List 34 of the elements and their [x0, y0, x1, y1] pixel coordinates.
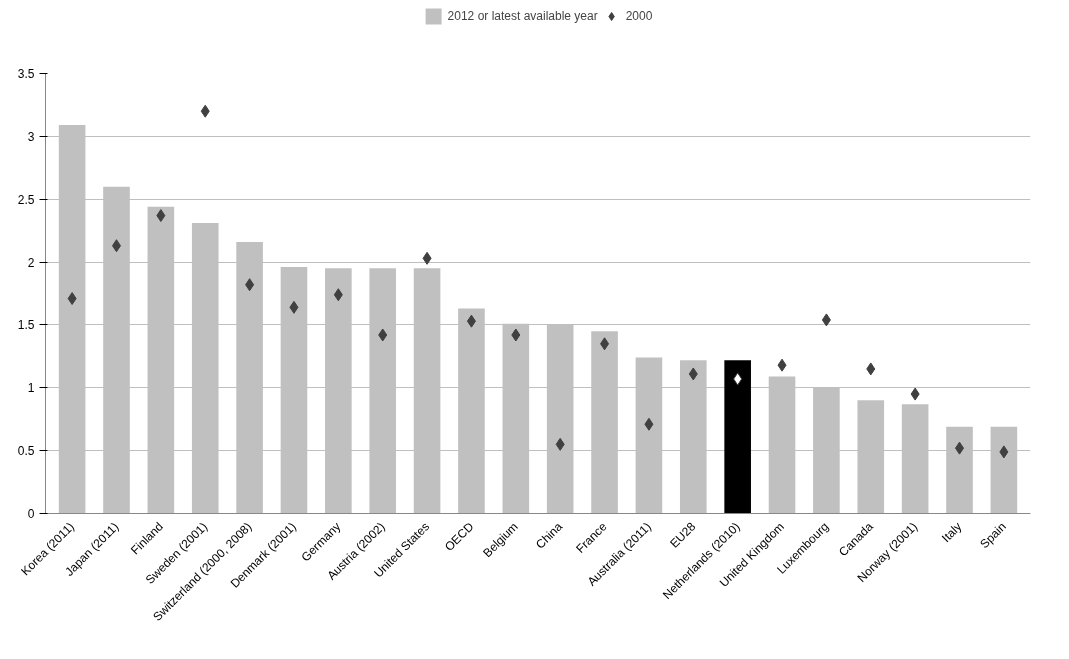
y-tick-label: 2: [27, 255, 35, 270]
point: [910, 387, 920, 401]
point: [156, 209, 166, 223]
point: [600, 337, 610, 351]
y-tick-label: 1.5: [17, 318, 35, 333]
point: [688, 367, 698, 381]
point: [777, 358, 787, 372]
point: [333, 288, 343, 302]
point: [955, 441, 965, 455]
y-tick-label: 0: [27, 507, 35, 521]
point: [466, 314, 476, 328]
bar: [724, 360, 751, 514]
point: [555, 437, 565, 451]
y-tick-label: 3.5: [17, 67, 35, 81]
point: [821, 313, 831, 327]
legend-label: 2000: [625, 9, 653, 23]
y-tick-label: 2.5: [17, 192, 35, 207]
legend-label: 2012 or latest available year: [447, 9, 598, 23]
point: [733, 372, 743, 386]
point: [866, 362, 876, 376]
x-tick-label: Italy: [938, 519, 965, 546]
y-tick-label: 0.5: [17, 444, 35, 459]
point: [644, 417, 654, 431]
point: [200, 104, 210, 118]
point: [422, 251, 432, 265]
point: [67, 292, 77, 306]
point: [111, 239, 121, 253]
point: [999, 445, 1009, 459]
point: [378, 328, 388, 342]
y-tick-label: 3: [27, 129, 35, 144]
y-tick-label: 1: [27, 381, 35, 396]
point: [289, 300, 299, 314]
point: [245, 278, 255, 292]
point: [511, 328, 521, 342]
